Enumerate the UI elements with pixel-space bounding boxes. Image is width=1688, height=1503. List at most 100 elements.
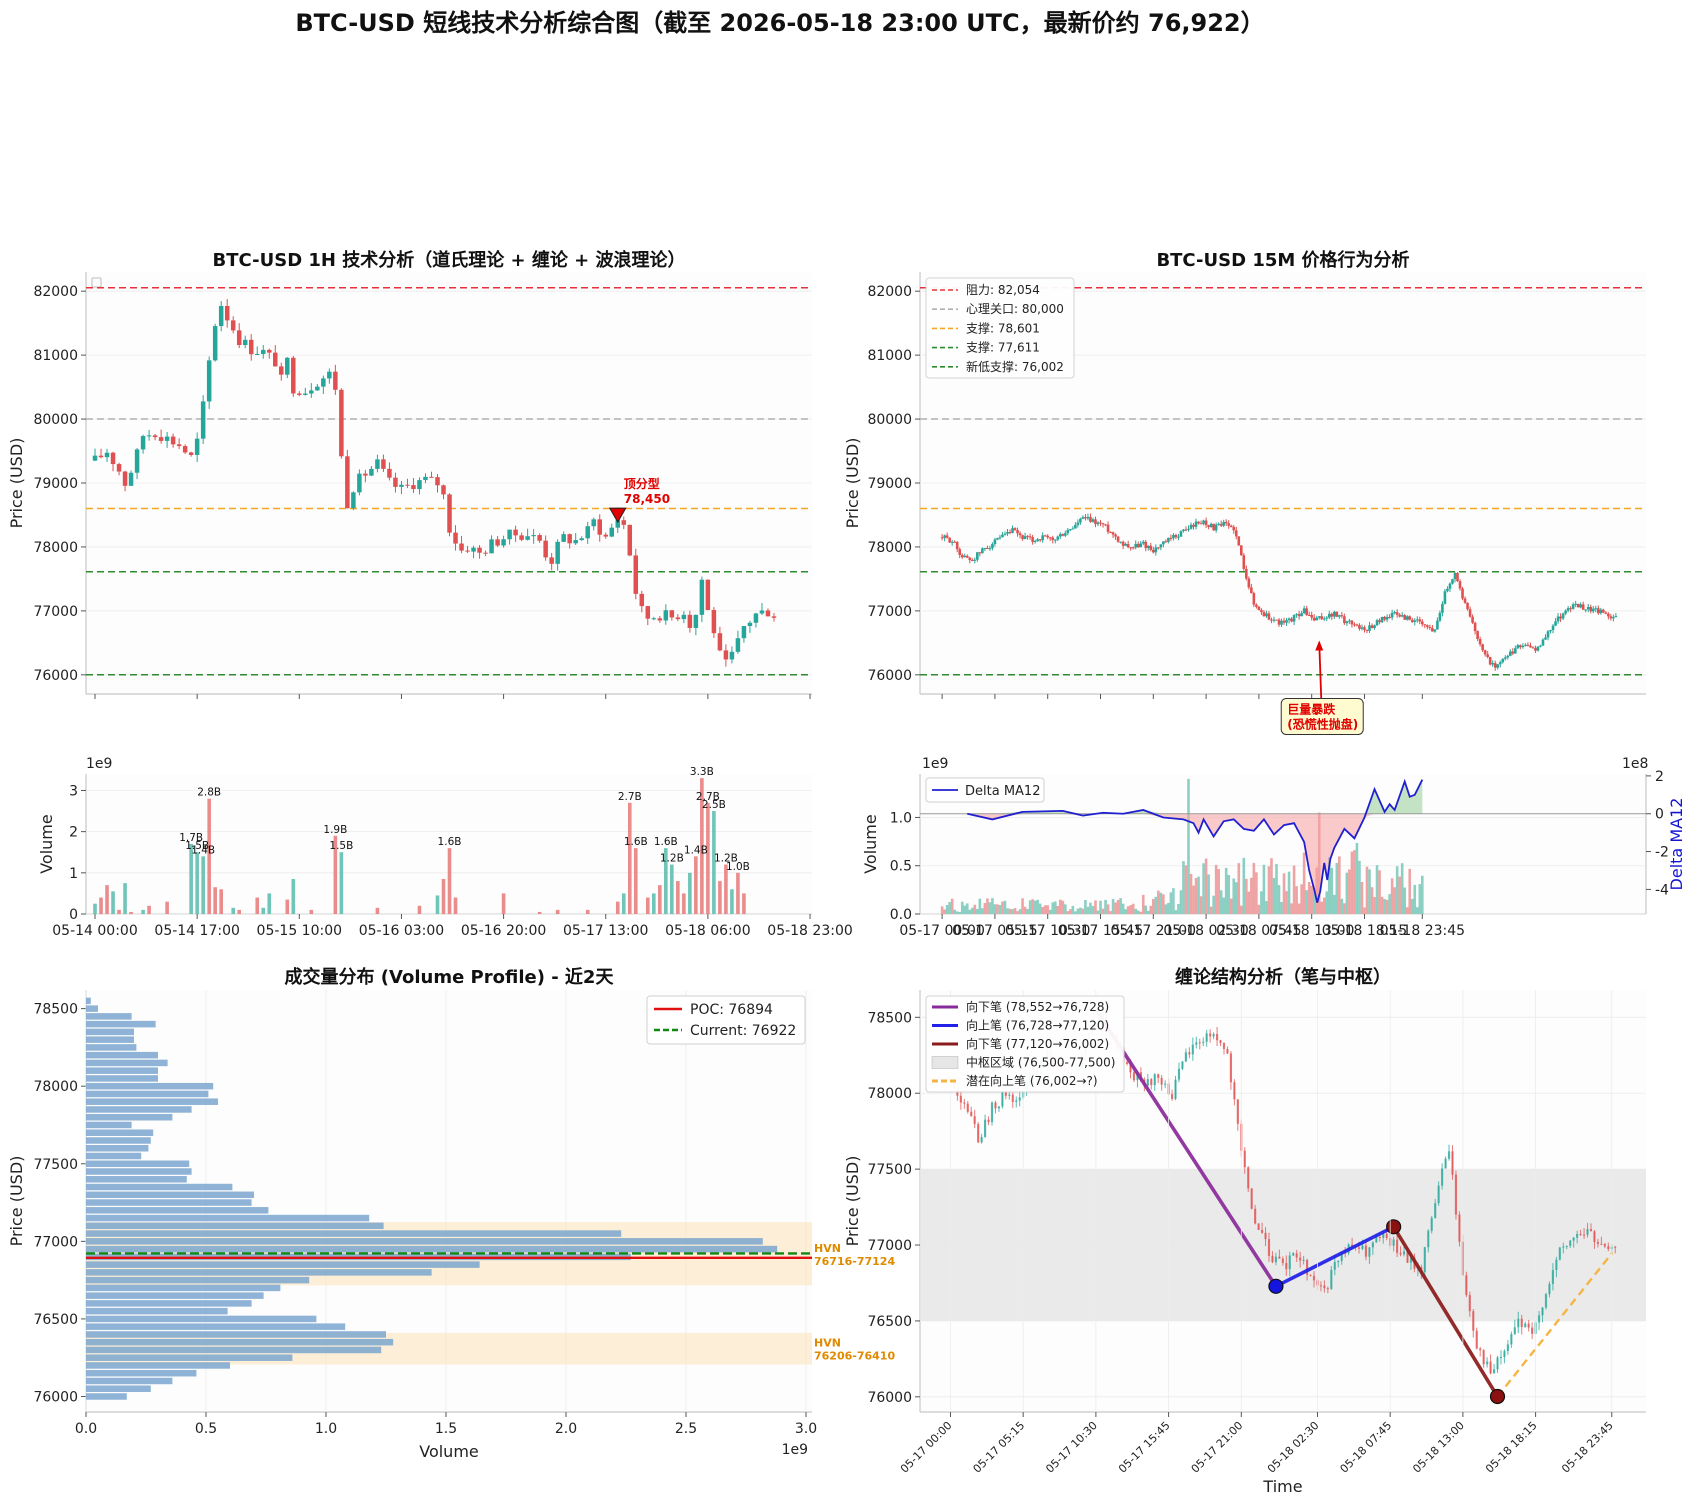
candle-down (333, 371, 338, 390)
candle-up (1382, 1233, 1385, 1238)
volume-bar-up (1084, 900, 1087, 914)
candle-up (1011, 528, 1014, 533)
volume-bar-down (1370, 887, 1374, 914)
candle-down (1596, 608, 1600, 614)
candle-up (1436, 620, 1439, 630)
volume-bar-up (1277, 885, 1281, 914)
candle-up (1433, 629, 1437, 632)
volume-bar-up (1071, 905, 1075, 914)
candle-up (1612, 617, 1615, 619)
candle-up (200, 401, 206, 439)
candle-up (1333, 1262, 1336, 1270)
x-tick-label: 05-17 21:00 (1111, 923, 1196, 939)
candle-up (525, 536, 530, 540)
candle-up (1506, 655, 1510, 658)
candle-up (1413, 620, 1417, 622)
candle-down (230, 320, 236, 331)
candle-down (176, 444, 182, 447)
volume-bar-down (1101, 908, 1105, 914)
volume-bar-down (1056, 905, 1060, 914)
y-tick-label: 80000 (867, 412, 912, 428)
candle-down (1104, 524, 1107, 526)
candle-up (1325, 617, 1329, 619)
volume-bar-down (1126, 906, 1130, 914)
candle-up (1437, 1185, 1440, 1204)
candle-down (1343, 616, 1346, 624)
candle-down (98, 455, 104, 458)
volume-bar-down (453, 897, 458, 914)
candle-down (1350, 620, 1354, 625)
legend-label: 新低支撑: 76,002 (966, 359, 1064, 374)
candle-up (1516, 645, 1520, 649)
candle-down (1013, 528, 1017, 531)
volume-bar-down (1162, 894, 1165, 914)
y-tick-label: 77000 (867, 604, 912, 620)
volume-profile-bar (86, 1121, 132, 1129)
volume-profile-bar (86, 997, 91, 1005)
legend-label: 支撑: 77,611 (966, 340, 1040, 355)
volume-bar-up (1179, 890, 1183, 914)
volume-bar-up (1287, 871, 1291, 914)
candle-down (1531, 647, 1535, 649)
candle-up (573, 540, 578, 544)
volume-bar-up (1064, 904, 1067, 914)
volume-bar-down (1295, 886, 1298, 914)
volume-bar-down (943, 909, 946, 914)
candle-up (1036, 539, 1039, 541)
candle-down (1408, 616, 1412, 620)
volume-bar-down (1363, 907, 1366, 914)
candle-down (1250, 1188, 1253, 1209)
candle-up (1423, 1247, 1426, 1273)
candle-down (1472, 1311, 1475, 1331)
x-tick-label: 05-17 05:15 (971, 1419, 1028, 1476)
candle-down (1152, 549, 1155, 553)
volume-bar-down (1013, 908, 1017, 914)
y-tick-label: 78000 (33, 1079, 78, 1095)
candle-up (950, 541, 954, 543)
candle-up (1554, 621, 1557, 626)
candle-down (1150, 1079, 1153, 1086)
candle-down (1227, 523, 1231, 526)
volume-profile-bar (86, 1005, 98, 1012)
candle-up (729, 651, 735, 660)
candle-down (1395, 612, 1399, 615)
candle-up (1053, 539, 1057, 541)
volume-bar-down (742, 893, 746, 914)
y-scale-label: 1e9 (86, 756, 112, 772)
candle-down (1222, 1042, 1226, 1050)
x-tick-label: 05-18 13:00 (1269, 923, 1354, 939)
candle-up (1302, 608, 1306, 614)
candle-down (122, 471, 128, 486)
volume-bar-down (129, 911, 133, 914)
volume-bar-up (111, 891, 115, 914)
volume-bar-up (1124, 909, 1127, 914)
candle-up (1574, 603, 1577, 605)
bi-stroke-line (1392, 1225, 1500, 1398)
candle-down (1149, 545, 1153, 550)
candle-down (1011, 1094, 1014, 1102)
y-tick-label: 0.5 (890, 859, 912, 875)
candle-down (1468, 609, 1472, 617)
candle-down (267, 349, 272, 353)
x-tick-label: 05-18 07:45 (1216, 923, 1301, 939)
x-tick-label: 05-17 21:00 (1189, 1419, 1246, 1476)
candle-down (1579, 1233, 1582, 1235)
volume-profile-bar (86, 1315, 317, 1323)
candle-up (1041, 535, 1044, 541)
volume-bar-down (555, 909, 560, 914)
volume-bar-up (1395, 866, 1399, 914)
volume-bar-up (1146, 910, 1150, 914)
volume-profile-bar (86, 1090, 209, 1098)
y-tick-label: 0.0 (890, 907, 912, 923)
volume-bar-down (676, 881, 680, 914)
candle-down (1169, 537, 1173, 539)
candle-down (1212, 523, 1215, 531)
annotation-arrowhead (1315, 640, 1324, 651)
candle-down (705, 579, 711, 610)
y-tick-label: 78500 (33, 1002, 78, 1018)
candle-down (1426, 625, 1429, 627)
candle-up (104, 452, 110, 458)
candle-down (1281, 1258, 1284, 1263)
candle-up (128, 472, 134, 486)
